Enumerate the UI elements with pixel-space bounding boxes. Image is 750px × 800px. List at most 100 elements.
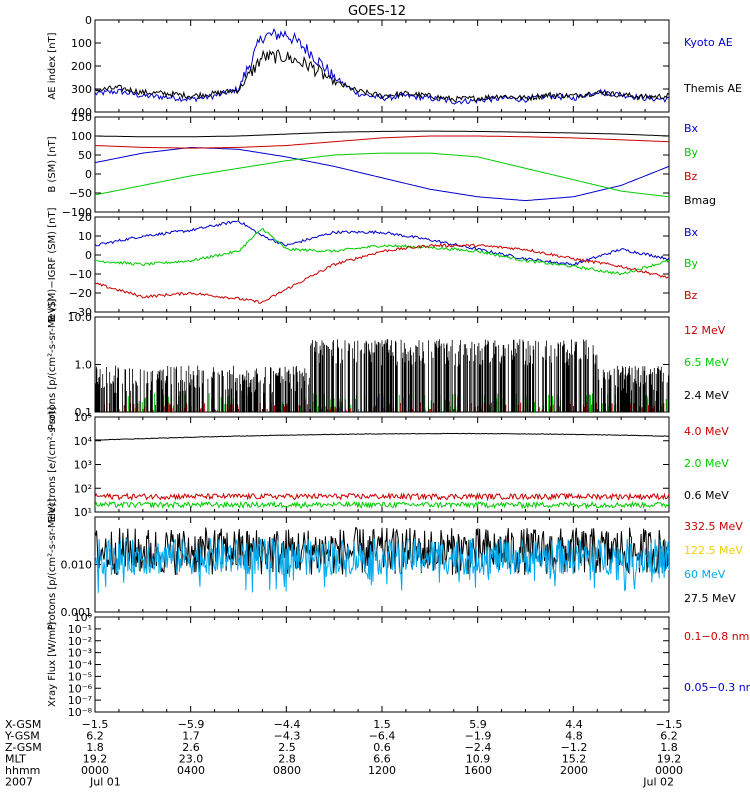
legend-label: 12 MeV <box>684 324 726 337</box>
ephemeris-value: 2.6 <box>182 741 200 754</box>
y-tick-label: 100 <box>71 37 92 50</box>
ephemeris-value: 10.9 <box>466 753 491 766</box>
ephemeris-value: 1.8 <box>86 741 104 754</box>
y-tick-label: 10⁻³ <box>68 647 92 660</box>
ephemeris-value: 1.8 <box>660 741 678 754</box>
y-axis-label: Xray Flux [W/m²] <box>47 622 58 707</box>
y-tick-label: −50 <box>69 187 92 200</box>
ephemeris-value: −1.9 <box>465 730 492 743</box>
series-2-4-mev <box>95 339 669 412</box>
y-tick-label: 400 <box>71 106 92 119</box>
y-tick-label: 10⁻⁴ <box>68 659 93 672</box>
series-line-bx <box>95 146 669 202</box>
ephemeris-value: 6.2 <box>86 730 104 743</box>
y-tick-label: 20 <box>78 211 92 224</box>
series-60-mev <box>95 537 669 593</box>
y-tick-label: 10¹ <box>74 506 92 519</box>
ephemeris-value: 2.5 <box>278 741 296 754</box>
ephemeris-value: −4.4 <box>274 718 301 731</box>
ephemeris-value: 0400 <box>177 764 205 777</box>
y-tick-label: 0 <box>85 14 92 27</box>
y-tick-label: 0 <box>85 249 92 262</box>
plot-title: GOES-12 <box>348 4 406 19</box>
series-line-by <box>95 227 669 276</box>
legend-label: 6.5 MeV <box>684 356 729 369</box>
legend-label: Bx <box>684 122 699 135</box>
panel-frame <box>94 216 670 313</box>
y-tick-label: 50 <box>78 149 92 162</box>
series-line-4-0-mev <box>95 492 669 502</box>
y-tick-label: −20 <box>69 287 92 300</box>
y-axis-label: B (SM) [nT] <box>47 136 58 192</box>
y-axis-label: Protons [p/(cm²-s-sr-MeV)] <box>47 299 58 431</box>
legend-label: 27.5 MeV <box>684 592 736 605</box>
legend-label: 0.6 MeV <box>684 489 729 502</box>
series-line-bx <box>95 220 669 267</box>
ephemeris-value: 0800 <box>273 764 301 777</box>
ephemeris-value: 19.2 <box>657 753 682 766</box>
series-group <box>95 27 669 105</box>
legend-label: Kyoto AE <box>684 36 733 49</box>
ephemeris-value: −4.3 <box>274 730 301 743</box>
series-group <box>95 526 669 593</box>
series-line-bz <box>95 243 669 304</box>
ephemeris-value: 23.0 <box>179 753 204 766</box>
y-tick-label: 10² <box>74 482 92 495</box>
panel-electrons: 10⁵ 10⁴ 10³ 10² 10¹ Electrons [e/(cm²-s-sr)] 4… <box>47 407 729 523</box>
series-line-by <box>95 152 669 198</box>
series-27-5-mev <box>95 526 669 575</box>
y-tick-label: 10⁻⁵ <box>68 670 92 683</box>
legend-label: 2.4 MeV <box>684 389 729 402</box>
ephemeris-value: 0000 <box>81 764 109 777</box>
legend-label: 122.5 MeV <box>684 544 743 557</box>
y-tick-label: 10³ <box>74 459 92 472</box>
series-line-bmag <box>95 130 669 138</box>
series-line-kyoto-ae <box>95 27 669 105</box>
legend-label: Bmag <box>684 194 716 207</box>
y-tick-label: 10⁴ <box>74 435 93 448</box>
y-tick-label: 200 <box>71 60 92 73</box>
y-axis-label: AE index [nT] <box>47 32 58 99</box>
panel-bigrf: 20 10 0 −10 −20 −30 B (SM)−IGRF (SM) [nT] Bx By B… <box>47 207 699 321</box>
y-tick-label: 10⁻⁷ <box>68 694 92 707</box>
legend-label: 4.0 MeV <box>684 425 729 438</box>
legend-label: By <box>684 257 699 270</box>
ephemeris-table: X-GSMY-GSMZ-GSMMLThhmm2007−1.56.21.819.2… <box>4 718 683 789</box>
ephemeris-value: −1.2 <box>561 741 588 754</box>
ephemeris-value: 1.7 <box>182 730 200 743</box>
y-tick-label: 100 <box>71 130 92 143</box>
y-tick-label: 10⁻⁸ <box>68 706 93 719</box>
ephemeris-value: 0000 <box>655 764 683 777</box>
y-tick-label: 10.0 <box>68 311 93 324</box>
panel-protons1: 10.0 1.0 0.1 Protons [p/(cm²-s-sr-MeV)] 12 M… <box>47 299 729 431</box>
ephemeris-value: −6.4 <box>369 730 396 743</box>
series-line-themis-ae <box>95 48 669 103</box>
panel-frame <box>94 616 670 713</box>
ephemeris-row-label: hhmm <box>5 764 40 777</box>
legend-label: 2.0 MeV <box>684 457 729 470</box>
y-tick-label: 150 <box>71 111 92 124</box>
ephemeris-value: 0.6 <box>373 741 391 754</box>
y-tick-label: 300 <box>71 83 92 96</box>
y-tick-label: 10⁻⁶ <box>68 682 93 695</box>
series-group <box>95 432 669 510</box>
legend-label: 0.05−0.3 nm <box>684 681 750 694</box>
ephemeris-value: 1200 <box>368 764 396 777</box>
legend-label: Themis AE <box>683 82 742 95</box>
ephemeris-row-label: Z-GSM <box>5 741 42 754</box>
y-tick-label: −30 <box>69 306 92 319</box>
legend-label: 60 MeV <box>684 568 726 581</box>
panel-bsm: 150 100 50 0 −50 −100 B (SM) [nT] Bx By Bz Bmag <box>47 111 716 219</box>
y-tick-label: 10 <box>78 230 92 243</box>
legend-label: Bz <box>684 170 698 183</box>
ephemeris-value: 1.5 <box>373 718 391 731</box>
y-tick-label: 0.010 <box>61 559 93 572</box>
ephemeris-value: 1600 <box>464 764 492 777</box>
ephemeris-value: 19.2 <box>83 753 108 766</box>
legend-label: Bx <box>684 226 699 239</box>
